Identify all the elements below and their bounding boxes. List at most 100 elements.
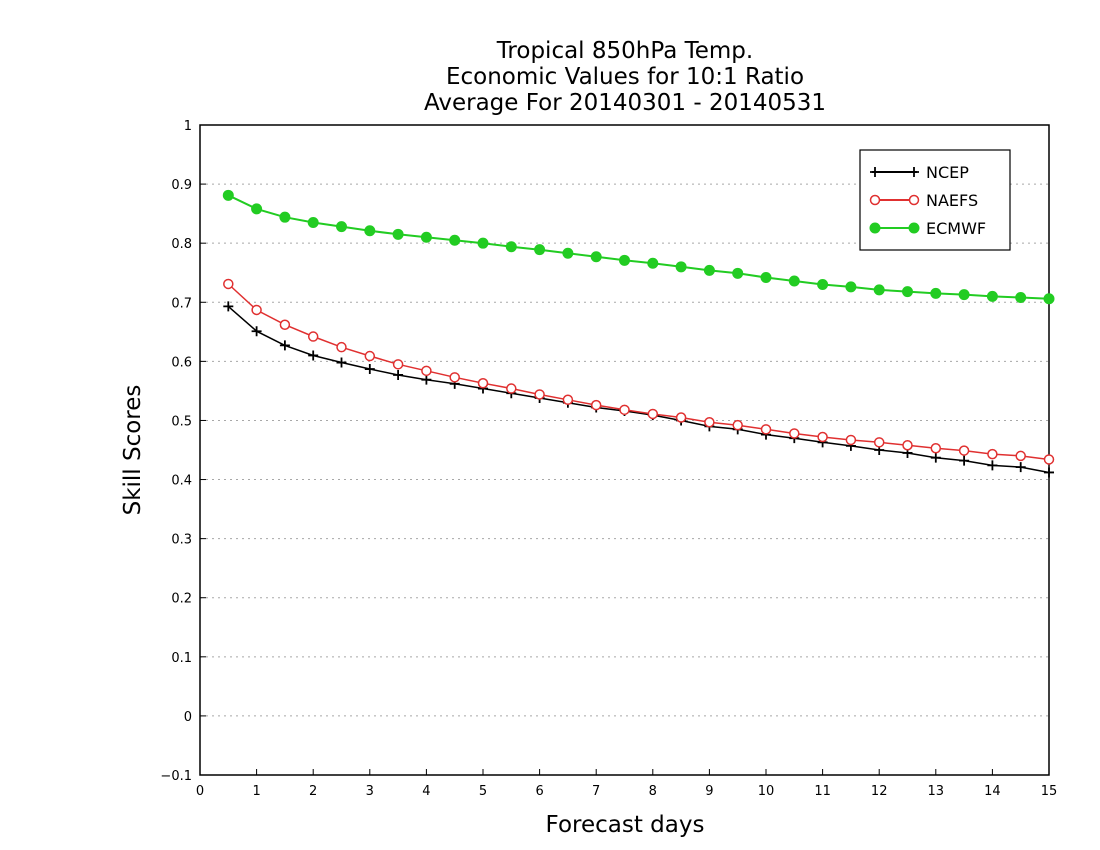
legend-label: NAEFS: [926, 191, 978, 210]
data-point: [845, 434, 857, 446]
data-point: [1043, 293, 1055, 305]
x-tick-label: 5: [479, 784, 487, 799]
data-point: [869, 194, 881, 206]
legend-label: NCEP: [926, 163, 969, 182]
data-point: [562, 394, 574, 406]
data-point: [902, 440, 913, 451]
data-point: [1015, 450, 1026, 462]
data-point: [619, 404, 630, 416]
data-point: [909, 167, 919, 177]
data-point: [534, 389, 545, 400]
data-point: [307, 217, 319, 228]
y-tick-label: 0: [184, 710, 192, 725]
axis-ticks: −0.100.10.20.30.40.50.60.70.80.910 1 2 3 4 5 6…: [160, 119, 1057, 799]
data-point: [279, 319, 291, 330]
legend-item-ecmwf: ECMWF: [869, 219, 986, 238]
x-axis-label: Forecast days: [546, 812, 705, 838]
data-point: [760, 271, 772, 283]
y-tick-label: 0.9: [171, 178, 192, 193]
data-point: [1015, 292, 1027, 304]
data-point: [534, 244, 546, 256]
data-point: [336, 357, 347, 368]
data-point: [873, 284, 885, 296]
data-point: [788, 275, 800, 287]
x-tick-label: 10: [758, 784, 775, 799]
y-tick-label: 0.4: [171, 474, 192, 489]
data-point: [704, 416, 715, 428]
title-line-1: Tropical 850hPa Temp.: [496, 38, 753, 64]
data-point: [590, 399, 602, 411]
data-point: [930, 442, 942, 454]
series-lines: [222, 189, 1055, 478]
data-point: [223, 301, 234, 312]
x-tick-label: 13: [928, 784, 945, 799]
data-point: [223, 278, 234, 290]
data-point: [930, 287, 942, 299]
title-line-3: Average For 20140301 - 20140531: [424, 90, 826, 116]
data-point: [421, 365, 432, 377]
data-point: [732, 419, 743, 431]
data-point: [562, 247, 574, 259]
data-point: [675, 261, 687, 273]
x-tick-label: 7: [592, 784, 600, 799]
x-tick-label: 0: [196, 784, 204, 799]
data-point: [908, 222, 920, 234]
data-point: [364, 364, 375, 375]
x-tick-label: 15: [1041, 784, 1058, 799]
data-point: [477, 377, 489, 389]
data-point: [307, 331, 319, 342]
x-tick-label: 3: [366, 784, 374, 799]
data-point: [959, 455, 970, 466]
legend-label: ECMWF: [926, 219, 986, 238]
data-point: [902, 286, 913, 298]
data-point: [675, 412, 687, 423]
data-point: [817, 431, 828, 443]
legend-item-naefs: NAEFS: [869, 191, 978, 210]
data-point: [392, 359, 404, 370]
y-tick-label: 0.5: [171, 414, 192, 429]
series-naefs: [223, 278, 1055, 465]
data-point: [760, 424, 772, 435]
data-point: [958, 445, 970, 456]
data-point: [1043, 454, 1055, 465]
data-point: [336, 221, 347, 233]
data-point: [732, 267, 744, 279]
data-point: [251, 326, 262, 337]
data-point: [279, 340, 290, 351]
data-point: [987, 460, 998, 471]
series-ecmwf: [222, 189, 1055, 305]
data-point: [421, 374, 432, 385]
y-tick-label: −0.1: [160, 769, 192, 784]
x-tick-label: 14: [984, 784, 1001, 799]
y-tick-label: 0.2: [171, 592, 192, 607]
data-point: [393, 369, 404, 380]
data-point: [873, 437, 885, 448]
x-tick-label: 8: [649, 784, 657, 799]
data-point: [506, 383, 517, 394]
data-point: [336, 341, 347, 353]
y-tick-label: 0.8: [171, 237, 192, 252]
x-tick-label: 1: [252, 784, 260, 799]
data-point: [392, 228, 404, 240]
data-point: [1044, 467, 1054, 478]
data-point: [930, 452, 941, 463]
title-line-2: Economic Values for 10:1 Ratio: [446, 64, 804, 90]
data-point: [908, 194, 920, 206]
data-point: [870, 167, 880, 177]
data-point: [619, 254, 630, 266]
x-tick-label: 9: [705, 784, 713, 799]
data-point: [251, 304, 262, 316]
data-point: [477, 237, 489, 249]
data-point: [647, 408, 659, 420]
data-point: [986, 290, 998, 302]
x-tick-label: 11: [814, 784, 831, 799]
data-point: [817, 279, 829, 291]
x-tick-label: 6: [535, 784, 543, 799]
legend-item-ncep: NCEP: [870, 163, 969, 182]
y-tick-label: 1: [184, 119, 192, 134]
data-point: [364, 225, 376, 237]
data-point: [308, 350, 319, 361]
y-tick-label: 0.7: [171, 296, 192, 311]
y-tick-label: 0.6: [171, 355, 192, 370]
series-ncep: [223, 301, 1054, 478]
